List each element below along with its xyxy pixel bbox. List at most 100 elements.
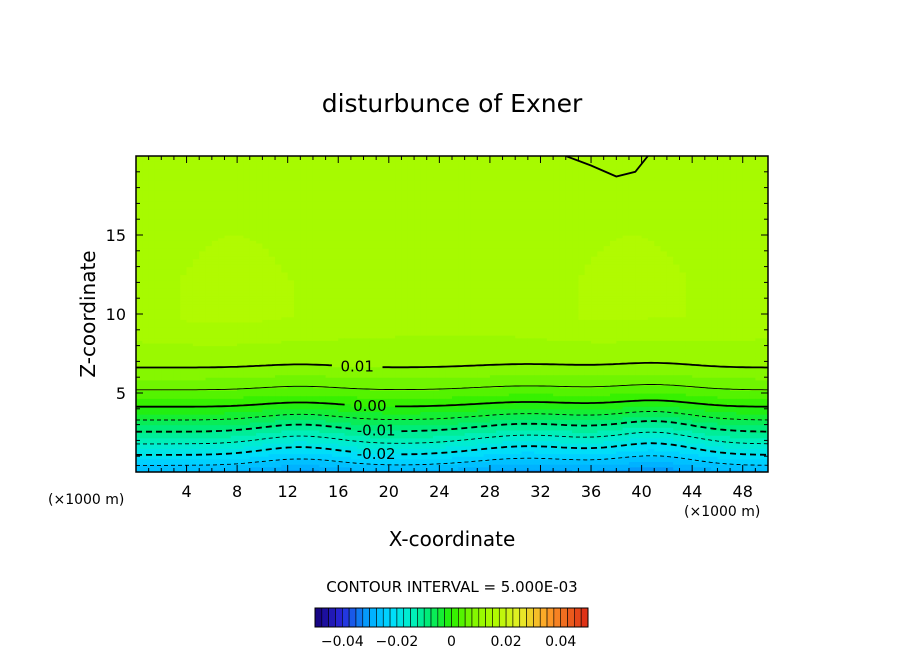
fill-cell: [331, 242, 339, 247]
fill-cell: [211, 364, 219, 368]
fill-cell: [338, 361, 346, 365]
fill-cell: [338, 248, 346, 252]
fill-cell: [249, 285, 257, 289]
fill-cell: [186, 237, 194, 241]
fill-cell: [173, 427, 181, 431]
fill-cell: [312, 414, 320, 418]
fill-cell: [256, 240, 263, 244]
fill-cell: [344, 466, 352, 470]
fill-cell: [180, 274, 188, 278]
fill-cell: [369, 306, 377, 310]
fill-cell: [148, 258, 156, 262]
fill-cell: [218, 206, 226, 210]
fill-cell: [287, 306, 295, 310]
fill-cell: [173, 187, 181, 191]
fill-cell: [325, 219, 333, 223]
fill-cell: [300, 245, 308, 249]
fill-cell: [205, 298, 213, 302]
fill-cell: [262, 277, 270, 281]
fill-cell: [192, 300, 200, 305]
fill-cell: [237, 195, 245, 199]
fill-cell: [256, 464, 263, 468]
fill-cell: [205, 437, 213, 441]
fill-cell: [199, 458, 207, 463]
fill-cell: [388, 403, 396, 407]
fill-cell: [211, 235, 219, 239]
fill-cell: [243, 221, 251, 226]
fill-cell: [306, 366, 314, 370]
fill-cell: [161, 169, 169, 173]
fill-cell: [192, 311, 200, 315]
fill-cell: [338, 369, 346, 373]
fill-cell: [287, 258, 295, 262]
fill-cell: [369, 350, 377, 355]
fill-cell: [344, 314, 352, 318]
fill-cell: [331, 177, 339, 181]
fill-cell: [230, 345, 238, 349]
fill-cell: [395, 385, 403, 389]
fill-cell: [369, 308, 377, 312]
fill-cell: [173, 419, 181, 423]
fill-cell: [237, 419, 245, 423]
fill-cell: [180, 240, 188, 244]
fill-cell: [192, 369, 200, 373]
fill-cell: [275, 440, 282, 444]
fill-cell: [294, 427, 301, 431]
fill-cell: [256, 435, 263, 439]
fill-cell: [205, 450, 213, 455]
fill-cell: [237, 445, 245, 449]
fill-cell: [331, 398, 339, 402]
fill-cell: [369, 390, 377, 394]
fill-cell: [287, 377, 295, 381]
fill-cell: [205, 314, 213, 318]
fill-cell: [363, 163, 371, 168]
fill-cell: [237, 190, 245, 194]
fill-cell: [142, 427, 150, 431]
fill-cell: [218, 216, 226, 220]
fill-cell: [338, 279, 346, 283]
fill-cell: [275, 348, 282, 352]
fill-cell: [275, 261, 282, 265]
fill-cell: [136, 466, 143, 470]
fill-cell: [275, 269, 282, 273]
fill-cell: [142, 461, 150, 465]
fill-cell: [287, 395, 295, 399]
fill-cell: [249, 208, 257, 212]
fill-cell: [262, 274, 270, 278]
fill-cell: [281, 192, 289, 197]
fill-cell: [268, 292, 276, 297]
fill-cell: [357, 158, 365, 162]
fill-cell: [300, 187, 308, 191]
fill-cell: [344, 342, 352, 347]
fill-cell: [167, 458, 175, 463]
fill-cell: [199, 450, 207, 455]
fill-cell: [199, 171, 207, 176]
fill-cell: [281, 456, 289, 460]
fill-cell: [350, 398, 358, 402]
fill-cell: [136, 411, 143, 415]
fill-cell: [312, 390, 320, 394]
fill-cell: [154, 285, 162, 289]
fill-cell: [148, 374, 156, 378]
fill-cell: [312, 261, 320, 265]
fill-cell: [344, 377, 352, 381]
fill-cell: [376, 382, 384, 386]
fill-cell: [331, 184, 339, 189]
fill-cell: [205, 369, 213, 373]
fill-cell: [192, 292, 200, 297]
fill-cell: [224, 393, 232, 397]
fill-cell: [142, 403, 150, 407]
fill-cell: [211, 408, 219, 413]
fill-cell: [357, 211, 365, 215]
fill-cell: [369, 456, 377, 460]
fill-cell: [154, 258, 162, 262]
fill-cell: [275, 300, 282, 305]
fill-cell: [376, 187, 384, 191]
fill-cell: [180, 382, 188, 386]
fill-cell: [237, 408, 245, 413]
fill-cell: [218, 184, 226, 189]
fill-cell: [281, 174, 289, 178]
chart-title: disturbunce of Exner: [322, 89, 583, 118]
fill-cell: [357, 453, 365, 457]
fill-cell: [249, 464, 257, 468]
